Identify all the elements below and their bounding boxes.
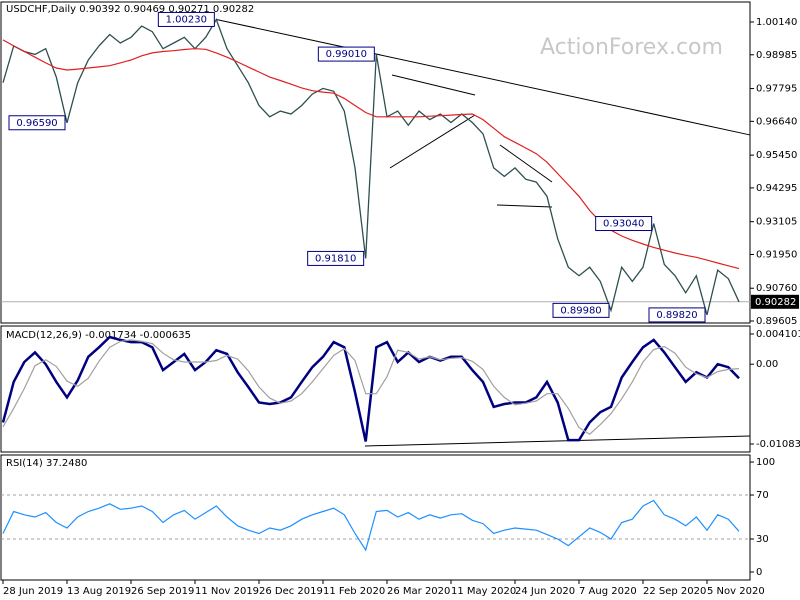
y-tick-label: 0.96640 (756, 116, 797, 127)
x-tick-label: 24 Jun 2020 (515, 586, 575, 597)
y-tick-label: 0.90760 (756, 283, 797, 294)
y-tick-label: -0.010833 (756, 439, 800, 450)
x-tick-label: 22 Sep 2020 (643, 586, 706, 597)
x-tick-label: 11 May 2020 (451, 586, 516, 597)
watermark: ActionForex.com (540, 35, 723, 60)
x-tick-label: 13 Aug 2019 (67, 586, 131, 597)
annotation-box (648, 307, 706, 323)
trendline (216, 18, 751, 136)
annotation-label: 0.89980 (560, 305, 601, 316)
annotation-box (317, 46, 375, 62)
channel-line (496, 204, 553, 208)
annotation-label: 0.96590 (16, 118, 57, 129)
y-tick-label: 1.00140 (756, 17, 797, 28)
annotation-label: 0.89820 (656, 310, 697, 321)
triangle-line (391, 74, 476, 96)
y-tick-label: 0.89605 (756, 316, 797, 327)
x-tick-label: 11 Nov 2019 (195, 586, 259, 597)
price-panel (0, 1, 751, 324)
annotation-box (307, 250, 365, 266)
annotation-label: 0.99010 (326, 49, 367, 60)
annotation-label: 0.93040 (603, 219, 644, 230)
last-price-label: 0.90282 (755, 297, 796, 308)
x-tick-label: 26 Dec 2019 (259, 586, 323, 597)
macd-panel (0, 325, 751, 453)
annotation-box (157, 11, 215, 27)
x-tick-label: 26 Mar 2020 (387, 586, 450, 597)
y-tick-label: 0.91950 (756, 249, 797, 260)
channel-line (499, 144, 553, 183)
x-tick-label: 26 Sep 2019 (131, 586, 194, 597)
rsi-title: RSI(14) 37.2480 (6, 458, 87, 469)
y-tick-label: 0.004101 (756, 329, 800, 340)
series-line (2, 17, 740, 316)
triangle-line (389, 114, 476, 169)
y-tick-label: 30 (756, 534, 769, 545)
series-line (2, 339, 740, 435)
x-tick-label: 11 Feb 2020 (323, 586, 385, 597)
price-title: USDCHF,Daily 0.90392 0.90469 0.90271 0.9… (6, 4, 254, 15)
annotation-box (595, 216, 653, 232)
annotation-label: 0.91810 (315, 253, 356, 264)
annotation-box (552, 302, 610, 318)
y-tick-label: 0.97795 (756, 84, 797, 95)
annotation-box (8, 115, 66, 131)
y-tick-label: 0.95450 (756, 150, 797, 161)
macd-trendline (364, 435, 751, 447)
x-tick-label: 5 Nov 2020 (707, 586, 765, 597)
rsi-panel (0, 454, 751, 581)
x-tick-label: 7 Aug 2020 (579, 586, 637, 597)
series-line (2, 39, 740, 270)
x-tick-label: 28 Jun 2019 (3, 586, 63, 597)
y-tick-label: 100 (756, 457, 775, 468)
y-tick-label: 0 (756, 567, 762, 578)
y-tick-label: 70 (756, 490, 769, 501)
y-tick-label: 0.98985 (756, 50, 797, 61)
y-tick-label: 0.93105 (756, 217, 797, 228)
series-line (2, 499, 740, 552)
y-tick-label: 0.00 (756, 359, 778, 370)
y-tick-label: 0.94295 (756, 183, 797, 194)
last-price-box (751, 294, 799, 309)
annotation-label: 1.00230 (166, 14, 207, 25)
macd-title: MACD(12,26,9) -0.001734 -0.000635 (6, 330, 191, 341)
